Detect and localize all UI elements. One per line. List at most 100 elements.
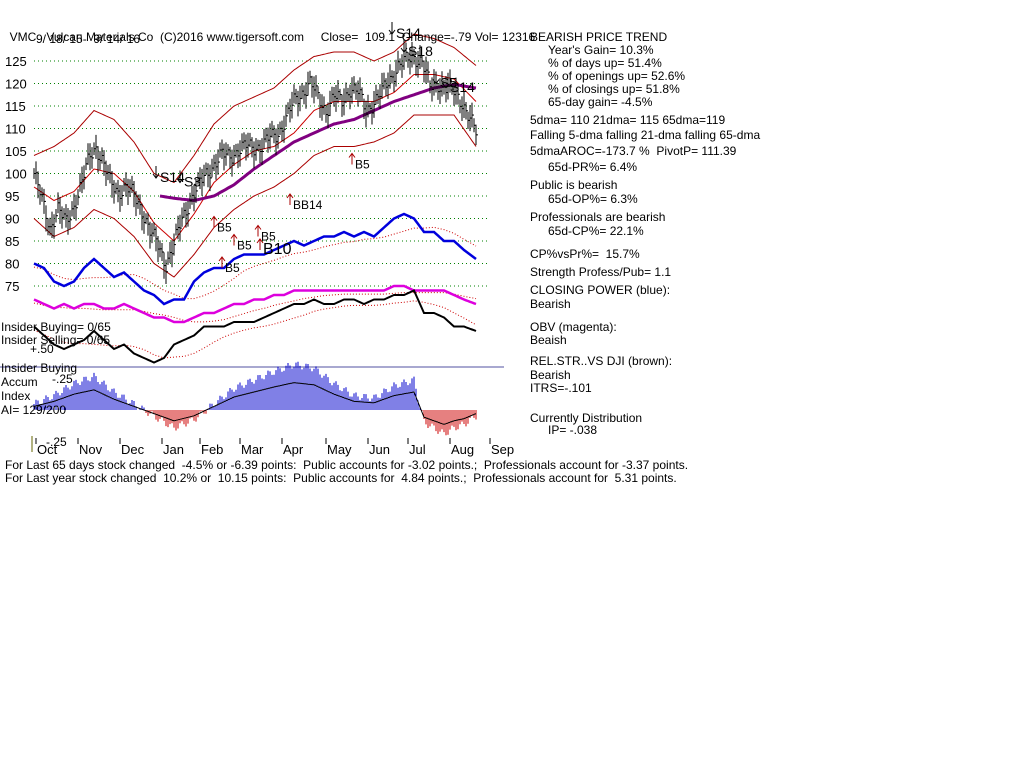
op65: 65d-OP%= 6.3% — [548, 192, 638, 206]
closing-power-state: Bearish — [530, 297, 571, 311]
ai-value: AI= 129/200 — [1, 403, 67, 417]
close-value: Close= 109.1 — [320, 30, 396, 44]
cp65: 65d-CP%= 22.1% — [548, 224, 644, 238]
public-status: Public is bearish — [530, 178, 618, 192]
footer-year: For Last year stock changed 10.2% or 10.… — [5, 471, 677, 485]
insider-selling: Insider Selling= 0/65 — [1, 333, 111, 347]
x-tick-label: Oct — [37, 442, 58, 457]
y-tick-label: 75 — [5, 279, 19, 294]
company-name: Vulcan Materials Co — [46, 30, 154, 44]
x-tick-label: Jan — [163, 442, 184, 457]
x-tick-label: Dec — [121, 442, 145, 457]
years-gain: Year's Gain= 10.3% — [548, 43, 654, 57]
copyright: (C)2016 www.tigersoft.com — [159, 30, 305, 44]
closings-up: % of closings up= 51.8% — [548, 82, 680, 96]
closing-power-label: CLOSING POWER (blue): — [530, 283, 671, 297]
price-bars — [33, 41, 478, 284]
buy-signal-label: B5 — [237, 239, 252, 253]
relstr-state: Bearish — [530, 368, 571, 382]
sell-arrow-head — [176, 178, 184, 184]
y-tick-label: 115 — [5, 99, 26, 114]
strength-ratio: Strength Profess/Pub= 1.1 — [530, 265, 672, 279]
sell-signal-label: S3 — [184, 174, 201, 190]
accum-plus50: +.50 — [30, 342, 54, 356]
buy-signal-label: B5 — [225, 261, 240, 275]
accum-minus25: -.25 — [52, 372, 73, 386]
x-tick-label: Aug — [451, 442, 474, 457]
date-range: 9/ 18/ 15- 9/ 14/ 16 — [36, 32, 141, 46]
professionals-status: Professionals are bearish — [530, 210, 666, 224]
trend-title: BEARISH PRICE TREND — [530, 30, 668, 44]
sell-arrow-head — [432, 79, 440, 85]
x-tick-label: Jun — [369, 442, 390, 457]
gain-65: 65-day gain= -4.5% — [548, 95, 653, 109]
sell-arrow-head — [400, 47, 408, 53]
buy-arrow-head — [230, 233, 238, 239]
aroc-pivot: 5dmaAROC=-173.7 % PivotP= 111.39 — [530, 144, 737, 158]
x-tick-label: Jul — [409, 442, 426, 457]
y-tick-label: 110 — [5, 122, 26, 137]
indicator-lines — [33, 212, 477, 364]
sell-signal-label: S14 — [396, 25, 421, 41]
buy-arrow-head — [254, 224, 262, 230]
dma-values: 5dma= 110 21dma= 115 65dma=119 — [530, 113, 726, 127]
x-tick-label: Feb — [201, 442, 223, 457]
y-tick-label: 105 — [5, 144, 27, 159]
y-tick-label: 80 — [5, 257, 19, 272]
upper-band-line — [33, 33, 477, 184]
price-bands — [33, 33, 477, 278]
sell-signal-label: S14 — [160, 169, 185, 185]
lower-band-line — [33, 114, 477, 278]
x-tick-label: Sep — [491, 442, 514, 457]
volume-value: Vol= 12316 — [474, 30, 536, 44]
obv-label: OBV (magenta): — [530, 320, 617, 334]
axis-labels: 125 120 115 110 105 100 95 90 85 80 75 Oct Nov Dec Jan… — [5, 54, 514, 457]
buy-arrow-head — [256, 238, 264, 244]
y-tick-label: 90 — [5, 212, 19, 227]
accumulation-index-histogram — [33, 361, 477, 436]
insider-buying-2: Insider Buying — [1, 361, 78, 375]
obv-state: Beaish — [530, 333, 567, 347]
buy-arrow-head — [210, 215, 218, 221]
accum-label: Accum — [1, 375, 38, 389]
change-value: Change=-.79 — [401, 30, 472, 44]
insider-buying: Insider Buying= 0/65 — [1, 320, 111, 334]
obv-line — [33, 284, 477, 324]
sell-signal-label: S14 — [450, 79, 475, 95]
relstr-label: REL.STR..VS DJI (brown): — [530, 354, 673, 368]
y-tick-label: 125 — [5, 54, 27, 69]
buy-arrow-head — [286, 193, 294, 199]
buy-arrow-head — [218, 256, 226, 262]
itrs-value: ITRS=-.101 — [530, 381, 592, 395]
x-tick-label: Nov — [79, 442, 103, 457]
y-tick-label: 120 — [5, 77, 27, 92]
accum-minus25-bottom: -.25 — [46, 435, 67, 449]
pr65: 65d-PR%= 6.4% — [548, 160, 638, 174]
ma65-line — [159, 82, 477, 203]
sell-arrow-head — [442, 83, 450, 89]
buy-signal-label: BB14 — [293, 198, 323, 212]
sell-signal-label: S18 — [408, 43, 433, 59]
buy-signal-label: B5 — [217, 221, 232, 235]
x-tick-label: Mar — [241, 442, 264, 457]
y-tick-label: 85 — [5, 234, 19, 249]
x-tick-label: May — [327, 442, 352, 457]
footer-65-day: For Last 65 days stock changed -4.5% or … — [5, 458, 689, 472]
openings-up: % of openings up= 52.6% — [548, 69, 686, 83]
cp-vs-pr: CP%vsPr%= 15.7% — [530, 247, 640, 261]
days-up: % of days up= 51.4% — [548, 56, 662, 70]
buy-signal-label: B5 — [355, 158, 370, 172]
ip-value: IP= -.038 — [548, 423, 598, 437]
buy-signal-label: B10 — [263, 241, 292, 258]
falling-dma: Falling 5-dma falling 21-dma falling 65-… — [530, 128, 761, 142]
sell-arrow-head — [152, 173, 160, 179]
accum-ma-line — [33, 382, 477, 425]
x-tick-label: Apr — [283, 442, 304, 457]
sell-arrow-head — [388, 29, 396, 35]
relative-strength-line — [33, 289, 477, 364]
y-tick-label: 95 — [5, 189, 19, 204]
chart-header: VMC Vulcan Materials Co (C)2016 www.tige… — [3, 16, 536, 44]
index-label: Index — [1, 389, 31, 403]
